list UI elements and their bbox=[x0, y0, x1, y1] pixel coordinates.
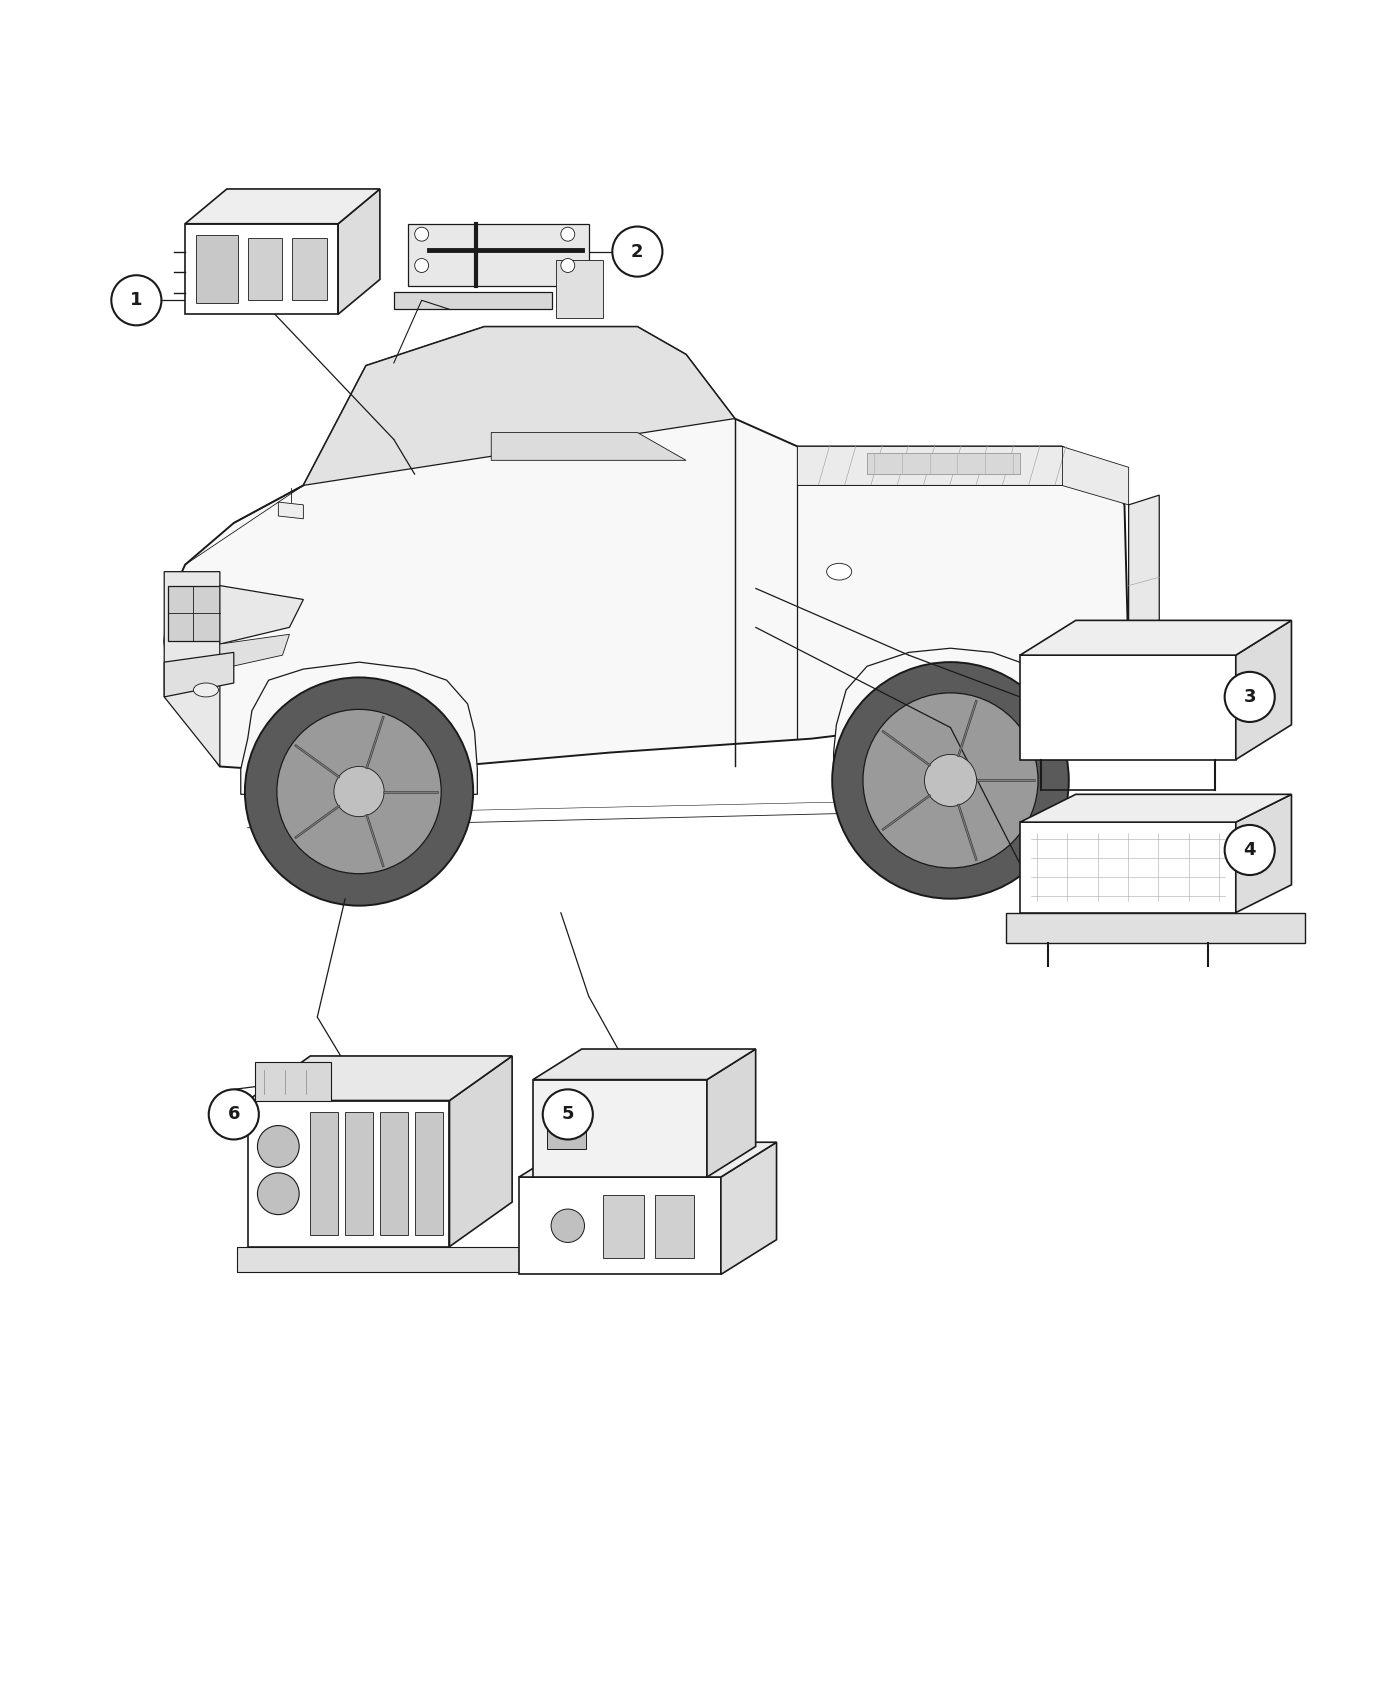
Text: 4: 4 bbox=[1243, 842, 1256, 858]
Circle shape bbox=[924, 755, 977, 806]
Polygon shape bbox=[393, 292, 553, 309]
Circle shape bbox=[832, 661, 1068, 899]
Circle shape bbox=[112, 275, 161, 325]
Polygon shape bbox=[833, 648, 1064, 780]
Polygon shape bbox=[237, 1246, 519, 1272]
Polygon shape bbox=[241, 661, 477, 794]
Text: 3: 3 bbox=[1243, 688, 1256, 705]
Ellipse shape bbox=[193, 683, 218, 697]
Circle shape bbox=[612, 226, 662, 277]
Polygon shape bbox=[220, 585, 304, 644]
FancyBboxPatch shape bbox=[379, 1112, 407, 1236]
Text: 6: 6 bbox=[228, 1105, 239, 1124]
Circle shape bbox=[414, 228, 428, 241]
Circle shape bbox=[414, 258, 428, 272]
Polygon shape bbox=[1021, 823, 1236, 913]
Polygon shape bbox=[164, 326, 1128, 772]
FancyBboxPatch shape bbox=[248, 238, 283, 301]
Polygon shape bbox=[248, 1056, 512, 1100]
Circle shape bbox=[862, 694, 1037, 869]
Polygon shape bbox=[533, 1049, 756, 1080]
Polygon shape bbox=[279, 502, 304, 518]
FancyBboxPatch shape bbox=[602, 1195, 644, 1258]
Polygon shape bbox=[519, 1142, 777, 1176]
FancyBboxPatch shape bbox=[293, 238, 328, 301]
FancyBboxPatch shape bbox=[311, 1112, 339, 1236]
Polygon shape bbox=[721, 1142, 777, 1275]
Polygon shape bbox=[1236, 620, 1291, 760]
Polygon shape bbox=[556, 260, 602, 318]
Ellipse shape bbox=[826, 563, 851, 580]
Circle shape bbox=[561, 258, 575, 272]
Circle shape bbox=[277, 709, 441, 874]
Polygon shape bbox=[491, 432, 686, 461]
Polygon shape bbox=[185, 189, 379, 224]
Polygon shape bbox=[407, 224, 588, 286]
Polygon shape bbox=[304, 326, 735, 486]
Polygon shape bbox=[798, 447, 1128, 505]
Text: 5: 5 bbox=[561, 1105, 574, 1124]
Circle shape bbox=[561, 228, 575, 241]
Polygon shape bbox=[1021, 794, 1291, 823]
FancyBboxPatch shape bbox=[414, 1112, 442, 1236]
Polygon shape bbox=[220, 634, 290, 670]
Circle shape bbox=[258, 1125, 300, 1168]
Circle shape bbox=[209, 1090, 259, 1139]
Polygon shape bbox=[449, 1056, 512, 1246]
Polygon shape bbox=[164, 653, 234, 697]
Polygon shape bbox=[867, 454, 1021, 474]
Polygon shape bbox=[164, 571, 220, 767]
Polygon shape bbox=[339, 189, 379, 314]
Polygon shape bbox=[707, 1049, 756, 1176]
Circle shape bbox=[543, 1090, 592, 1139]
Polygon shape bbox=[1236, 794, 1291, 913]
Polygon shape bbox=[1007, 913, 1305, 944]
FancyBboxPatch shape bbox=[547, 1110, 585, 1149]
Polygon shape bbox=[168, 585, 220, 641]
FancyBboxPatch shape bbox=[255, 1061, 332, 1100]
FancyBboxPatch shape bbox=[346, 1112, 372, 1236]
Circle shape bbox=[258, 1173, 300, 1214]
Circle shape bbox=[1225, 824, 1275, 876]
Polygon shape bbox=[533, 1080, 707, 1176]
Polygon shape bbox=[248, 1100, 449, 1246]
Circle shape bbox=[245, 677, 473, 906]
Polygon shape bbox=[185, 224, 339, 314]
Text: 1: 1 bbox=[130, 291, 143, 309]
Text: 2: 2 bbox=[631, 243, 644, 260]
Circle shape bbox=[552, 1209, 584, 1243]
FancyBboxPatch shape bbox=[655, 1195, 694, 1258]
FancyBboxPatch shape bbox=[196, 235, 238, 303]
Polygon shape bbox=[1128, 495, 1159, 661]
Circle shape bbox=[335, 767, 384, 816]
Polygon shape bbox=[1021, 620, 1291, 654]
Polygon shape bbox=[519, 1176, 721, 1275]
Circle shape bbox=[1225, 672, 1275, 722]
Polygon shape bbox=[1021, 654, 1236, 760]
